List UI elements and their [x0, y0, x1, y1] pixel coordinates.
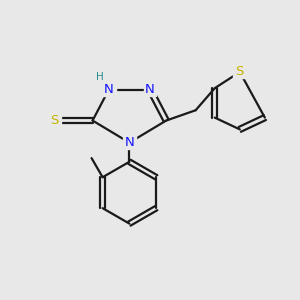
Text: N: N	[124, 136, 134, 149]
Text: N: N	[145, 83, 155, 96]
Text: H: H	[96, 72, 104, 82]
Text: N: N	[104, 83, 114, 96]
Bar	[143, 83, 157, 96]
Bar	[101, 83, 116, 96]
Text: S: S	[236, 65, 244, 79]
Bar	[123, 136, 136, 149]
Bar	[48, 114, 61, 127]
Bar	[94, 72, 105, 83]
Text: S: S	[50, 114, 58, 127]
Bar	[233, 65, 246, 78]
